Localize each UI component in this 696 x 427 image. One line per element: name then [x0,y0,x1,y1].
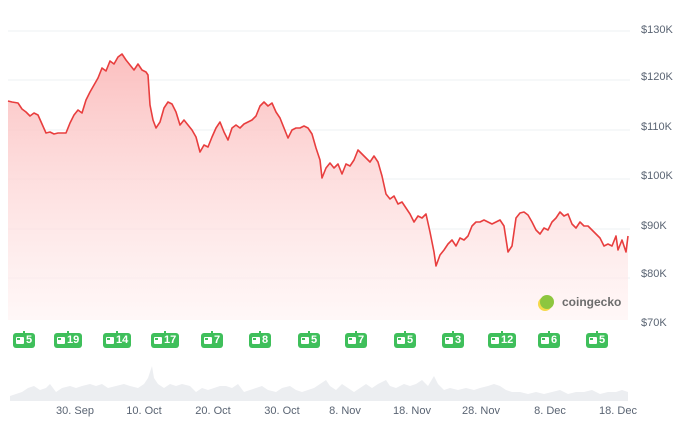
price-line [7,53,629,267]
news-badge[interactable]: 7 [345,333,368,348]
news-icon [301,337,309,344]
news-icon [252,337,260,344]
news-badge[interactable]: 5 [586,333,609,348]
news-badge[interactable]: 17 [151,333,180,348]
news-icon [106,337,114,344]
news-icon [16,337,24,344]
news-badge[interactable]: 12 [488,333,517,348]
news-badge[interactable]: 7 [201,333,224,348]
y-tick-120k: $120K [641,71,673,83]
y-tick-110k: $110K [641,121,672,133]
y-tick-80k: $80K [641,268,667,280]
x-tick-10-oct: 10. Oct [126,405,162,417]
news-badge[interactable]: 6 [538,333,561,348]
news-icon [204,337,212,344]
news-badge[interactable]: 5 [13,333,36,348]
coingecko-watermark: coingecko [540,295,621,309]
y-tick-70k: $70K [641,317,667,329]
news-badge[interactable]: 19 [54,333,83,348]
watermark-text: coingecko [562,295,622,309]
gecko-logo-icon [540,295,554,309]
x-tick-18-nov: 18. Nov [393,405,431,417]
news-badge[interactable]: 5 [394,333,417,348]
news-icon [348,337,356,344]
volume-area [10,366,628,401]
x-tick-20-oct: 20. Oct [195,405,231,417]
x-tick-8-nov: 8. Nov [329,405,361,417]
news-icon [397,337,405,344]
news-icon [154,337,162,344]
news-icon [445,337,453,344]
news-icon [491,337,499,344]
x-tick-18-dec: 18. Dec [599,405,637,417]
x-tick-28-nov: 28. Nov [462,405,500,417]
news-icon [57,337,65,344]
news-icon [589,337,597,344]
y-tick-100k: $100K [641,170,673,182]
news-badge[interactable]: 14 [103,333,132,348]
price-area [8,54,628,320]
news-badge[interactable]: 5 [298,333,321,348]
y-tick-90k: $90K [641,220,667,232]
x-tick-8-dec: 8. Dec [534,405,566,417]
news-badge[interactable]: 3 [442,333,465,348]
x-tick-30-sep: 30. Sep [56,405,94,417]
y-tick-130k: $130K [641,24,673,36]
x-tick-30-oct: 30. Oct [264,405,300,417]
news-icon [541,337,549,344]
news-badge[interactable]: 8 [249,333,272,348]
